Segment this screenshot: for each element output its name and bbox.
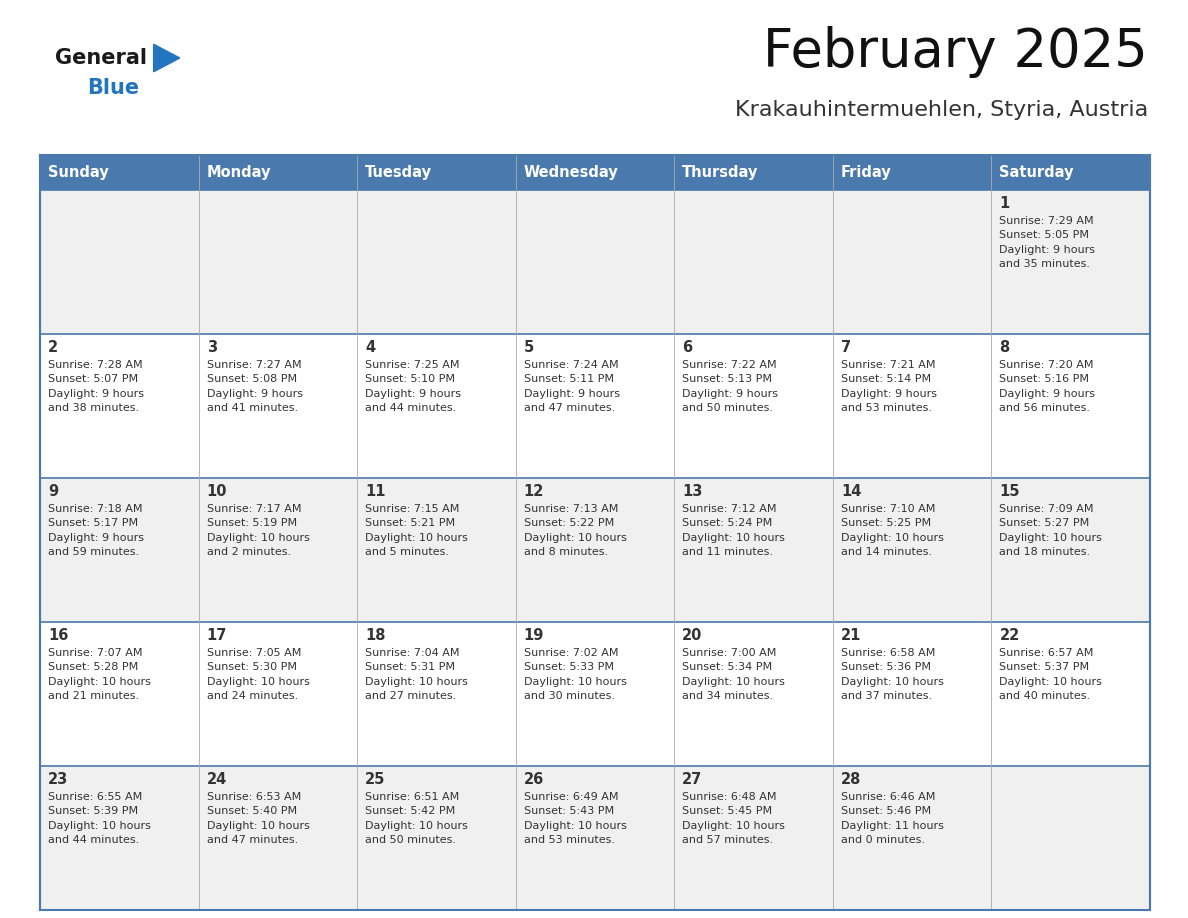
Polygon shape [153, 44, 179, 72]
Text: 16: 16 [48, 628, 69, 643]
Text: 2: 2 [48, 340, 58, 355]
Text: 19: 19 [524, 628, 544, 643]
Text: 24: 24 [207, 772, 227, 787]
Text: Sunrise: 6:46 AM
Sunset: 5:46 PM
Daylight: 11 hours
and 0 minutes.: Sunrise: 6:46 AM Sunset: 5:46 PM Dayligh… [841, 792, 943, 845]
Text: Sunrise: 6:49 AM
Sunset: 5:43 PM
Daylight: 10 hours
and 53 minutes.: Sunrise: 6:49 AM Sunset: 5:43 PM Dayligh… [524, 792, 626, 845]
Text: 28: 28 [841, 772, 861, 787]
Text: Sunrise: 7:18 AM
Sunset: 5:17 PM
Daylight: 9 hours
and 59 minutes.: Sunrise: 7:18 AM Sunset: 5:17 PM Dayligh… [48, 504, 144, 557]
Text: Sunrise: 7:21 AM
Sunset: 5:14 PM
Daylight: 9 hours
and 53 minutes.: Sunrise: 7:21 AM Sunset: 5:14 PM Dayligh… [841, 360, 937, 413]
Text: Sunrise: 7:09 AM
Sunset: 5:27 PM
Daylight: 10 hours
and 18 minutes.: Sunrise: 7:09 AM Sunset: 5:27 PM Dayligh… [999, 504, 1102, 557]
Text: 23: 23 [48, 772, 68, 787]
Text: Sunrise: 7:29 AM
Sunset: 5:05 PM
Daylight: 9 hours
and 35 minutes.: Sunrise: 7:29 AM Sunset: 5:05 PM Dayligh… [999, 216, 1095, 269]
Text: Monday: Monday [207, 165, 271, 180]
Text: 26: 26 [524, 772, 544, 787]
Text: 17: 17 [207, 628, 227, 643]
Text: General: General [55, 48, 147, 68]
Text: Sunrise: 7:10 AM
Sunset: 5:25 PM
Daylight: 10 hours
and 14 minutes.: Sunrise: 7:10 AM Sunset: 5:25 PM Dayligh… [841, 504, 943, 557]
Text: Wednesday: Wednesday [524, 165, 619, 180]
Text: 7: 7 [841, 340, 851, 355]
Text: Sunrise: 6:57 AM
Sunset: 5:37 PM
Daylight: 10 hours
and 40 minutes.: Sunrise: 6:57 AM Sunset: 5:37 PM Dayligh… [999, 648, 1102, 701]
Text: 8: 8 [999, 340, 1010, 355]
Bar [40, 622, 1150, 766]
Bar [40, 155, 1150, 910]
Text: 1: 1 [999, 196, 1010, 211]
Bar [40, 155, 1150, 190]
Text: Friday: Friday [841, 165, 892, 180]
Text: Tuesday: Tuesday [365, 165, 432, 180]
Text: 25: 25 [365, 772, 386, 787]
Text: Sunrise: 7:04 AM
Sunset: 5:31 PM
Daylight: 10 hours
and 27 minutes.: Sunrise: 7:04 AM Sunset: 5:31 PM Dayligh… [365, 648, 468, 701]
Text: Sunrise: 7:25 AM
Sunset: 5:10 PM
Daylight: 9 hours
and 44 minutes.: Sunrise: 7:25 AM Sunset: 5:10 PM Dayligh… [365, 360, 461, 413]
Text: Sunrise: 6:58 AM
Sunset: 5:36 PM
Daylight: 10 hours
and 37 minutes.: Sunrise: 6:58 AM Sunset: 5:36 PM Dayligh… [841, 648, 943, 701]
Text: 27: 27 [682, 772, 702, 787]
Bar [40, 478, 1150, 622]
Text: February 2025: February 2025 [763, 26, 1148, 78]
Text: Sunrise: 7:20 AM
Sunset: 5:16 PM
Daylight: 9 hours
and 56 minutes.: Sunrise: 7:20 AM Sunset: 5:16 PM Dayligh… [999, 360, 1095, 413]
Text: Krakauhintermuehlen, Styria, Austria: Krakauhintermuehlen, Styria, Austria [734, 100, 1148, 120]
Text: Sunrise: 7:27 AM
Sunset: 5:08 PM
Daylight: 9 hours
and 41 minutes.: Sunrise: 7:27 AM Sunset: 5:08 PM Dayligh… [207, 360, 303, 413]
Text: Sunrise: 6:55 AM
Sunset: 5:39 PM
Daylight: 10 hours
and 44 minutes.: Sunrise: 6:55 AM Sunset: 5:39 PM Dayligh… [48, 792, 151, 845]
Text: 20: 20 [682, 628, 702, 643]
Text: Sunrise: 7:15 AM
Sunset: 5:21 PM
Daylight: 10 hours
and 5 minutes.: Sunrise: 7:15 AM Sunset: 5:21 PM Dayligh… [365, 504, 468, 557]
Text: 9: 9 [48, 484, 58, 499]
Text: 14: 14 [841, 484, 861, 499]
Text: Sunrise: 7:28 AM
Sunset: 5:07 PM
Daylight: 9 hours
and 38 minutes.: Sunrise: 7:28 AM Sunset: 5:07 PM Dayligh… [48, 360, 144, 413]
Text: 6: 6 [682, 340, 693, 355]
Bar [40, 334, 1150, 478]
Text: Saturday: Saturday [999, 165, 1074, 180]
Text: Sunrise: 7:13 AM
Sunset: 5:22 PM
Daylight: 10 hours
and 8 minutes.: Sunrise: 7:13 AM Sunset: 5:22 PM Dayligh… [524, 504, 626, 557]
Bar [40, 766, 1150, 910]
Text: 18: 18 [365, 628, 386, 643]
Text: 15: 15 [999, 484, 1020, 499]
Text: Sunrise: 7:12 AM
Sunset: 5:24 PM
Daylight: 10 hours
and 11 minutes.: Sunrise: 7:12 AM Sunset: 5:24 PM Dayligh… [682, 504, 785, 557]
Text: 11: 11 [365, 484, 386, 499]
Text: 13: 13 [682, 484, 702, 499]
Text: 3: 3 [207, 340, 216, 355]
Text: Sunrise: 7:24 AM
Sunset: 5:11 PM
Daylight: 9 hours
and 47 minutes.: Sunrise: 7:24 AM Sunset: 5:11 PM Dayligh… [524, 360, 620, 413]
Text: Sunrise: 6:53 AM
Sunset: 5:40 PM
Daylight: 10 hours
and 47 minutes.: Sunrise: 6:53 AM Sunset: 5:40 PM Dayligh… [207, 792, 309, 845]
Text: Sunrise: 7:22 AM
Sunset: 5:13 PM
Daylight: 9 hours
and 50 minutes.: Sunrise: 7:22 AM Sunset: 5:13 PM Dayligh… [682, 360, 778, 413]
Text: Sunday: Sunday [48, 165, 109, 180]
Text: Sunrise: 7:07 AM
Sunset: 5:28 PM
Daylight: 10 hours
and 21 minutes.: Sunrise: 7:07 AM Sunset: 5:28 PM Dayligh… [48, 648, 151, 701]
Text: Blue: Blue [87, 78, 139, 98]
Text: Sunrise: 7:05 AM
Sunset: 5:30 PM
Daylight: 10 hours
and 24 minutes.: Sunrise: 7:05 AM Sunset: 5:30 PM Dayligh… [207, 648, 309, 701]
Bar [40, 190, 1150, 334]
Text: 21: 21 [841, 628, 861, 643]
Text: 4: 4 [365, 340, 375, 355]
Text: Sunrise: 6:51 AM
Sunset: 5:42 PM
Daylight: 10 hours
and 50 minutes.: Sunrise: 6:51 AM Sunset: 5:42 PM Dayligh… [365, 792, 468, 845]
Text: 10: 10 [207, 484, 227, 499]
Text: Thursday: Thursday [682, 165, 759, 180]
Text: Sunrise: 7:02 AM
Sunset: 5:33 PM
Daylight: 10 hours
and 30 minutes.: Sunrise: 7:02 AM Sunset: 5:33 PM Dayligh… [524, 648, 626, 701]
Text: Sunrise: 6:48 AM
Sunset: 5:45 PM
Daylight: 10 hours
and 57 minutes.: Sunrise: 6:48 AM Sunset: 5:45 PM Dayligh… [682, 792, 785, 845]
Text: 5: 5 [524, 340, 533, 355]
Text: 22: 22 [999, 628, 1019, 643]
Text: Sunrise: 7:00 AM
Sunset: 5:34 PM
Daylight: 10 hours
and 34 minutes.: Sunrise: 7:00 AM Sunset: 5:34 PM Dayligh… [682, 648, 785, 701]
Text: Sunrise: 7:17 AM
Sunset: 5:19 PM
Daylight: 10 hours
and 2 minutes.: Sunrise: 7:17 AM Sunset: 5:19 PM Dayligh… [207, 504, 309, 557]
Text: 12: 12 [524, 484, 544, 499]
